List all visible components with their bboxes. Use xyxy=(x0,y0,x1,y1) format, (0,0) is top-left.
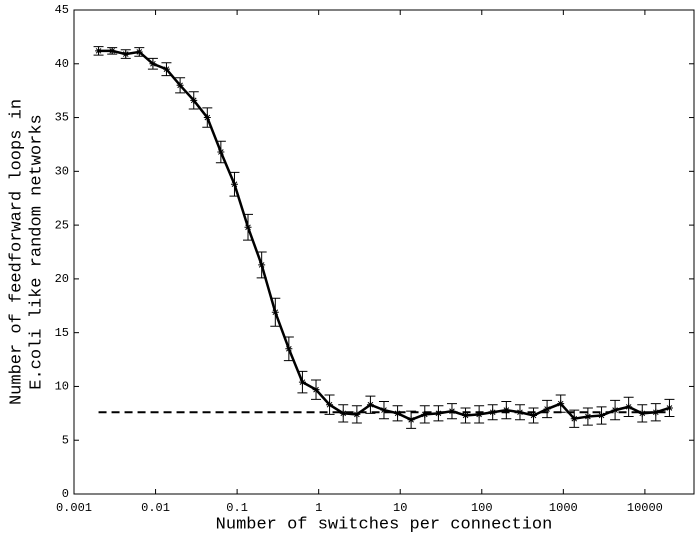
marker xyxy=(230,180,238,188)
marker xyxy=(285,345,293,353)
marker xyxy=(244,223,252,231)
marker xyxy=(326,401,334,409)
marker xyxy=(584,413,592,421)
marker xyxy=(366,401,374,409)
y-tick-label: 15 xyxy=(55,326,69,340)
marker xyxy=(217,148,225,156)
marker xyxy=(203,114,211,122)
y-tick-label: 25 xyxy=(55,218,69,232)
marker xyxy=(122,50,130,58)
y-tick-label: 5 xyxy=(62,433,69,447)
y-tick-label: 40 xyxy=(55,57,69,71)
marker xyxy=(95,47,103,55)
marker xyxy=(665,404,673,412)
marker xyxy=(339,409,347,417)
x-tick-label: 0.01 xyxy=(141,501,170,515)
marker xyxy=(475,410,483,418)
x-tick-label: 10 xyxy=(393,501,407,515)
x-tick-label: 0.001 xyxy=(56,501,92,515)
marker xyxy=(176,81,184,89)
marker xyxy=(625,403,633,411)
marker xyxy=(271,308,279,316)
marker xyxy=(448,407,456,415)
y-tick-label: 30 xyxy=(55,165,69,179)
plot-frame xyxy=(73,9,695,495)
marker xyxy=(380,406,388,414)
y-axis-title: E.coli like random networks xyxy=(27,114,46,389)
x-tick-label: 0.1 xyxy=(226,501,248,515)
marker xyxy=(190,96,198,104)
marker xyxy=(407,416,415,424)
marker xyxy=(638,409,646,417)
y-tick-label: 35 xyxy=(55,111,69,125)
marker xyxy=(543,405,551,413)
x-tick-label: 100 xyxy=(471,501,493,515)
y-tick-label: 0 xyxy=(62,487,69,501)
series-line xyxy=(98,49,670,422)
marker xyxy=(162,65,170,73)
y-tick-label: 45 xyxy=(55,3,69,17)
x-tick-label: 1000 xyxy=(549,501,578,515)
marker xyxy=(502,406,510,414)
marker xyxy=(434,409,442,417)
marker xyxy=(611,406,619,414)
marker xyxy=(530,411,538,419)
marker xyxy=(298,378,306,386)
y-tick-label: 10 xyxy=(55,380,69,394)
marker xyxy=(421,410,429,418)
marker xyxy=(108,47,116,55)
marker xyxy=(557,400,565,408)
marker xyxy=(353,410,361,418)
marker xyxy=(652,408,660,416)
x-tick-label: 10000 xyxy=(627,501,663,515)
marker xyxy=(258,261,266,269)
marker xyxy=(570,415,578,423)
marker xyxy=(135,48,143,56)
x-axis-title: Number of switches per connection xyxy=(216,515,553,534)
marker xyxy=(149,60,157,68)
marker xyxy=(312,386,320,394)
marker xyxy=(394,409,402,417)
y-tick-label: 20 xyxy=(55,272,69,286)
y-axis-title: Number of feedforward loops in xyxy=(7,99,26,405)
marker xyxy=(598,411,606,419)
x-tick-label: 1 xyxy=(315,501,322,515)
marker xyxy=(462,411,470,419)
